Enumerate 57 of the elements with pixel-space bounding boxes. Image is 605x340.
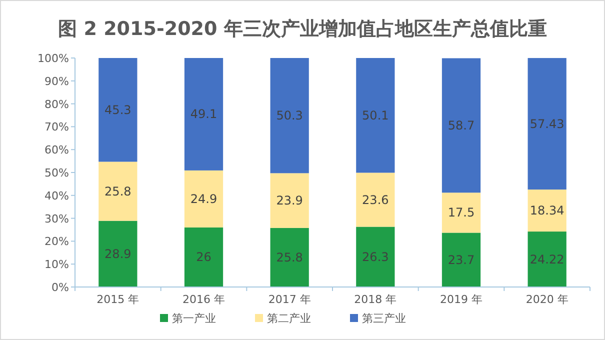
bar	[528, 58, 566, 190]
chart-title: 图 2 2015-2020 年三次产业增加值占地区生产总值比重	[58, 18, 547, 40]
data-label: 50.1	[362, 108, 389, 122]
data-label: 50.3	[276, 108, 303, 123]
y-tick-label: 30%	[44, 212, 69, 226]
bar	[184, 170, 224, 228]
data-label: 28.9	[104, 246, 132, 261]
y-tick-label: 10%	[44, 258, 69, 272]
y-tick-label: 50%	[44, 166, 69, 180]
x-tick-label: 2018 年	[354, 293, 397, 306]
y-tick-label: 100%	[38, 52, 69, 65]
bar	[356, 58, 395, 173]
bar	[442, 232, 481, 287]
x-tick-label: 2019 年	[440, 293, 482, 306]
data-label: 23.9	[276, 194, 303, 208]
bar	[270, 228, 309, 287]
bar	[528, 232, 566, 287]
bar	[98, 58, 138, 162]
bar	[356, 172, 395, 227]
x-tick-label: 2015 年	[96, 293, 140, 306]
data-label: 25.8	[276, 250, 303, 264]
y-tick-label: 40%	[44, 189, 69, 202]
bar	[98, 220, 138, 287]
data-label: 57.43	[530, 116, 564, 131]
legend-label: 第一产业	[172, 312, 216, 325]
y-tick-label: 90%	[44, 74, 69, 88]
bar	[442, 58, 481, 193]
data-label: 24.22	[530, 252, 564, 266]
x-tick-label: 2016 年	[182, 293, 225, 306]
legend-label: 第三产业	[362, 312, 406, 325]
legend-label: 第二产业	[267, 312, 311, 325]
bar	[184, 58, 224, 170]
bar	[98, 162, 138, 221]
y-tick-label: 70%	[44, 120, 69, 134]
data-label: 26	[196, 250, 212, 264]
bar	[184, 227, 224, 287]
y-tick-label: 80%	[44, 98, 69, 111]
data-label: 25.8	[104, 184, 132, 198]
data-label: 23.7	[448, 252, 475, 267]
data-label: 45.3	[104, 102, 132, 117]
data-label: 23.6	[362, 192, 389, 207]
data-label: 49.1	[190, 107, 218, 122]
x-tick-label: 2020 年	[526, 293, 568, 306]
data-label: 24.9	[190, 192, 218, 206]
y-tick-label: 0%	[52, 281, 69, 294]
bar	[528, 190, 566, 232]
bar	[356, 226, 395, 287]
data-label: 58.7	[448, 118, 475, 132]
bar	[442, 192, 481, 233]
x-tick-label: 2017 年	[268, 293, 311, 306]
y-tick-label: 20%	[44, 235, 69, 248]
y-tick-label: 60%	[44, 144, 69, 157]
bar	[270, 58, 309, 174]
data-label: 26.3	[362, 250, 389, 264]
bar	[270, 173, 309, 228]
data-label: 18.34	[530, 204, 564, 218]
data-label: 17.5	[448, 206, 475, 220]
